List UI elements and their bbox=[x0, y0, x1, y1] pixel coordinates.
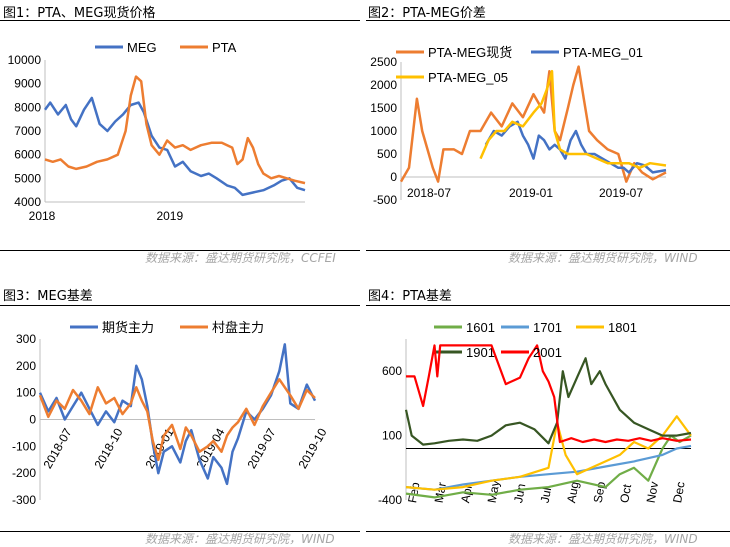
panel-4-source: 数据来源：盛达期货研究院，WIND bbox=[508, 532, 698, 546]
y-tick-label: 2500 bbox=[370, 55, 397, 69]
legend-label: 2001 bbox=[533, 345, 562, 360]
legend-label: 1601 bbox=[466, 320, 495, 335]
y-tick-label: 600 bbox=[382, 364, 402, 378]
y-tick-label: 200 bbox=[16, 359, 36, 373]
legend-label: PTA-MEG_01 bbox=[563, 45, 643, 60]
series-line-1 bbox=[38, 343, 317, 486]
x-tick-label: Nov bbox=[644, 481, 661, 504]
y-tick-label: 7000 bbox=[14, 124, 41, 138]
panel-3-rule bbox=[0, 305, 360, 306]
x-tick-label: 2018-07 bbox=[40, 426, 74, 471]
series-line-3 bbox=[405, 415, 692, 491]
series-line-4 bbox=[404, 357, 692, 446]
y-tick-label: 0 bbox=[29, 413, 36, 427]
y-tick-label: 5000 bbox=[14, 171, 41, 185]
y-tick-label: 2000 bbox=[370, 78, 397, 92]
panel-3-bottom-rule bbox=[0, 531, 360, 532]
x-tick-label: Jun bbox=[511, 483, 528, 504]
y-tick-label: 1500 bbox=[370, 101, 397, 115]
panel-2-source: 数据来源：盛达期货研究院，WIND bbox=[508, 251, 698, 265]
panel-4-bottom-rule bbox=[366, 531, 730, 532]
panel-2-title: 图2：PTA-MEG价差 bbox=[368, 6, 486, 21]
x-tick-label: Feb bbox=[405, 481, 422, 504]
x-tick-label: Jul bbox=[538, 486, 554, 504]
panel-4-title: 图4：PTA基差 bbox=[368, 289, 452, 304]
x-tick-label: Aug bbox=[564, 481, 581, 504]
y-tick-label: 1000 bbox=[370, 124, 397, 138]
series-line-2 bbox=[44, 75, 306, 185]
panel-1-source: 数据来源：盛达期货研究院，CCFEI bbox=[145, 251, 336, 265]
series-line-1 bbox=[399, 65, 667, 183]
y-tick-label: -300 bbox=[12, 493, 36, 507]
x-tick-label: May bbox=[485, 479, 503, 504]
legend-label: MEG bbox=[127, 40, 157, 55]
panel-1-bottom-rule bbox=[0, 250, 360, 251]
panel-3-source: 数据来源：盛达期货研究院，WIND bbox=[145, 532, 335, 546]
y-tick-label: 9000 bbox=[14, 77, 41, 91]
y-tick-label: 0 bbox=[390, 170, 397, 184]
y-tick-label: -500 bbox=[373, 193, 397, 207]
panel-1-title: 图1：PTA、MEG现货价格 bbox=[3, 6, 156, 21]
x-tick-label: Oct bbox=[617, 483, 634, 504]
y-tick-label: -100 bbox=[12, 439, 36, 453]
y-tick-label: -200 bbox=[12, 466, 36, 480]
x-tick-label: 2018 bbox=[29, 209, 56, 223]
x-tick-label: 2019-10 bbox=[295, 426, 329, 471]
legend-label: PTA-MEG_05 bbox=[428, 70, 508, 85]
panel-3-title: 图3：MEG基差 bbox=[3, 289, 93, 304]
x-tick-label: 2018-10 bbox=[91, 426, 125, 471]
y-tick-label: 300 bbox=[16, 332, 36, 346]
x-tick-label: Mar bbox=[432, 481, 449, 504]
panel-2-rule bbox=[366, 20, 730, 21]
y-tick-label: 10000 bbox=[8, 53, 42, 67]
panel-3-chart: -300 -200 -100 0 100 200 300 2018-07 2018-10 2019… bbox=[12, 320, 330, 507]
y-tick-label: 500 bbox=[377, 147, 397, 161]
legend-label: 村盘主力 bbox=[212, 320, 264, 335]
legend-label: PTA-MEG现货 bbox=[428, 45, 512, 60]
legend-label: 期货主力 bbox=[102, 320, 154, 335]
panel-2-bottom-rule bbox=[366, 250, 730, 251]
series-line-2 bbox=[484, 120, 667, 174]
y-tick-label: 100 bbox=[16, 386, 36, 400]
y-tick-label: 8000 bbox=[14, 100, 41, 114]
y-tick-label: 6000 bbox=[14, 148, 41, 162]
x-tick-label: 2019-07 bbox=[599, 186, 643, 200]
x-tick-label: 2019 bbox=[156, 209, 183, 223]
y-tick-label: -400 bbox=[378, 493, 402, 507]
y-tick-label: 100 bbox=[382, 429, 402, 443]
legend-label: 1901 bbox=[466, 345, 495, 360]
legend-label: 1801 bbox=[608, 320, 637, 335]
legend-label: PTA bbox=[212, 40, 237, 55]
x-tick-label: Dec bbox=[670, 481, 687, 504]
legend-label: 1701 bbox=[533, 320, 562, 335]
series-line-5 bbox=[406, 344, 692, 444]
y-tick-label: 4000 bbox=[14, 195, 41, 209]
panel-1-rule bbox=[0, 20, 360, 21]
panel-1-chart: 4000 5000 6000 7000 8000 9000 10000 2018 2019 MEG… bbox=[8, 40, 306, 223]
series-line-2 bbox=[38, 378, 316, 462]
panel-4-rule bbox=[366, 305, 730, 306]
x-tick-label: 2019-07 bbox=[244, 426, 278, 471]
series-line-2 bbox=[405, 444, 692, 491]
panel-2-chart: -500 0 500 1000 1500 2000 2500 2018-07 2019-01 20… bbox=[370, 45, 667, 207]
series-line-3 bbox=[479, 69, 667, 170]
x-tick-label: 2018-07 bbox=[407, 186, 451, 200]
x-tick-label: 2019-01 bbox=[509, 186, 553, 200]
